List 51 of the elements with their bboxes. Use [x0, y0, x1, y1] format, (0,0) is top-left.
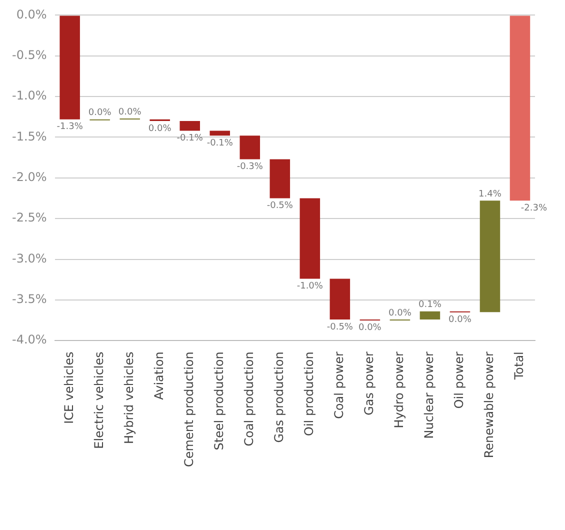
- y-tick-label: -2.5%: [12, 210, 47, 225]
- y-tick-label: -4.0%: [12, 332, 47, 347]
- bar: [180, 120, 200, 131]
- y-tick-label: 0.0%: [16, 7, 47, 22]
- data-label: 0.0%: [88, 108, 112, 118]
- x-tick-label: Total: [512, 352, 526, 381]
- data-label: -0.5%: [266, 201, 294, 212]
- data-label: -1.0%: [296, 282, 324, 292]
- y-tick-label: -0.5%: [12, 48, 47, 62]
- y-tick-label: -1.5%: [12, 129, 47, 144]
- data-label: 0.0%: [148, 124, 172, 134]
- x-tick-label: Coal power: [332, 352, 346, 419]
- x-tick-label: Aviation: [152, 352, 166, 400]
- x-tick-label: Hybrid vehicles: [122, 352, 136, 444]
- x-tick-label: Nuclear power: [422, 352, 436, 439]
- bar: [240, 136, 260, 160]
- x-tick-label: Electric vehicles: [92, 352, 106, 449]
- bar: [420, 311, 440, 320]
- data-label: -2.3%: [520, 204, 548, 214]
- bar: [330, 278, 350, 320]
- y-tick-label: -2.0%: [12, 170, 47, 184]
- data-label: -0.3%: [236, 162, 264, 172]
- data-label: -1.3%: [56, 122, 84, 132]
- data-label: 0.0%: [118, 107, 142, 118]
- y-tick-label: -1.0%: [12, 88, 47, 103]
- data-label: 1.4%: [478, 190, 502, 200]
- data-label: -0.5%: [326, 322, 354, 332]
- x-tick-label: Oil production: [302, 352, 316, 436]
- x-tick-label: Cement production: [182, 352, 196, 468]
- data-label: -0.1%: [176, 134, 204, 144]
- bar: [210, 130, 230, 136]
- y-tick-label: -3.5%: [12, 292, 47, 306]
- data-label: 0.0%: [358, 323, 382, 334]
- x-tick-label: Oil power: [452, 352, 466, 409]
- data-label: -0.1%: [206, 138, 234, 148]
- bar: [510, 16, 530, 201]
- bar: [480, 200, 500, 312]
- data-label: 0.0%: [448, 314, 472, 325]
- x-tick-label: Gas production: [272, 352, 286, 443]
- bar: [300, 198, 320, 279]
- x-tick-label: Hydro power: [392, 352, 406, 428]
- x-tick-label: ICE vehicles: [62, 352, 76, 424]
- x-tick-label: Gas power: [362, 352, 376, 416]
- bar: [270, 159, 290, 198]
- data-label: 0.1%: [418, 300, 442, 310]
- data-label: 0.0%: [388, 308, 412, 318]
- y-tick-label: -3.0%: [12, 251, 47, 266]
- x-tick-label: Steel production: [212, 352, 226, 450]
- x-tick-label: Coal production: [242, 352, 256, 446]
- bar: [60, 16, 80, 120]
- x-tick-label: Renewable power: [482, 352, 496, 458]
